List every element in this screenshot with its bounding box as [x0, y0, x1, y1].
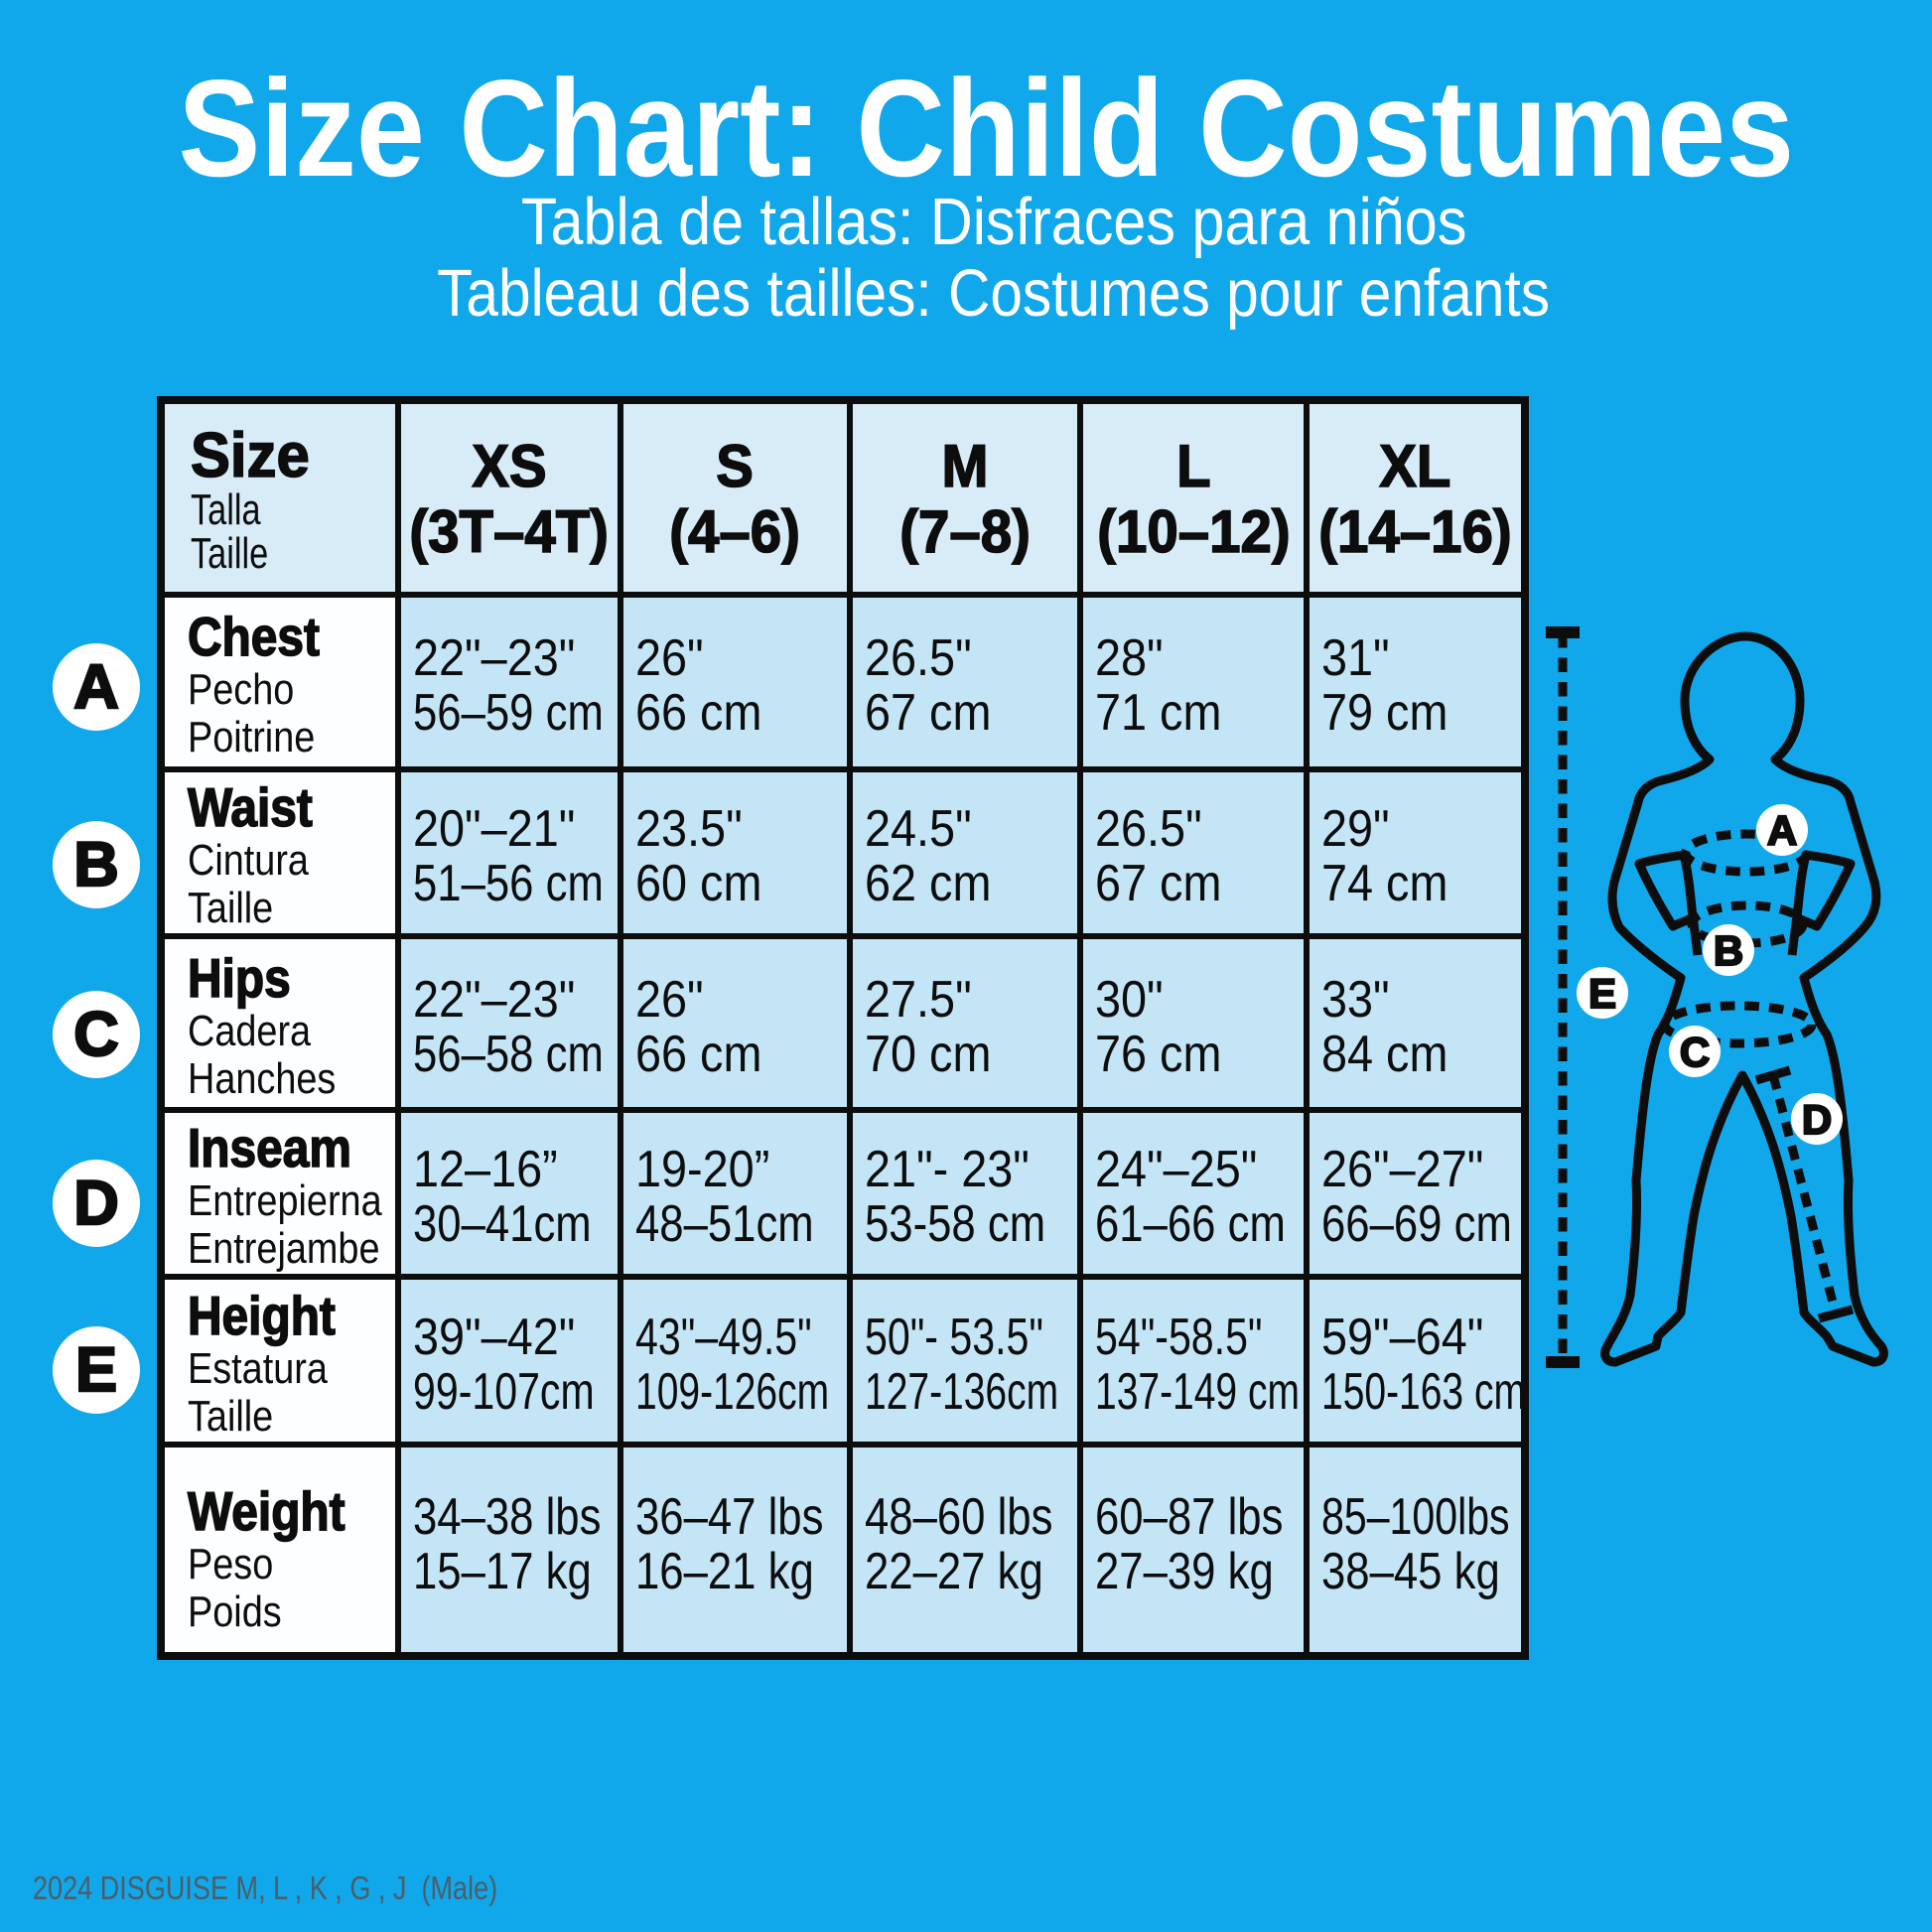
svg-text:E: E	[1588, 970, 1616, 1017]
svg-text:B: B	[1714, 927, 1743, 974]
svg-text:D: D	[1802, 1096, 1832, 1143]
svg-text:A: A	[1767, 807, 1797, 854]
svg-text:C: C	[1680, 1029, 1710, 1075]
